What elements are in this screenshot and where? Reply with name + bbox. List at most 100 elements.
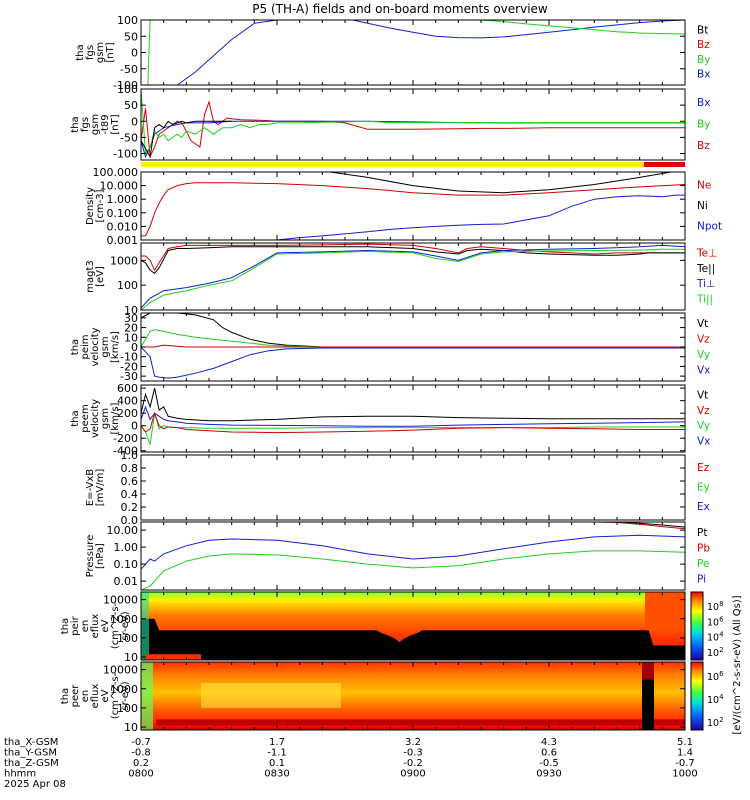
panel-fgs-dsl: 100 50 0 -50 -100 tha fgs gsm -t89 [nT] Bx By Bz xyxy=(70,83,710,161)
y-tick-label: 600 xyxy=(117,382,138,395)
y-axis-label: sr-eV) xyxy=(120,681,131,710)
y-tick-label: 0.4 xyxy=(121,488,139,501)
series-line-Vy xyxy=(141,328,685,348)
legend-entry-Vy: Vy xyxy=(697,420,710,432)
series-line-Ni xyxy=(326,172,675,194)
y-tick-label: 400 xyxy=(117,395,138,408)
legend-entry-Ti||: Ti|| xyxy=(696,293,713,305)
series-line-Pi xyxy=(141,534,685,570)
tick-base: 10 xyxy=(707,617,719,628)
x-axis-value: 1000 xyxy=(672,769,697,780)
x-axis-value: 0830 xyxy=(264,769,289,780)
legend-entry-Vx: Vx xyxy=(697,435,710,447)
y-tick-label: 0.010 xyxy=(107,220,139,233)
y-tick-label: 10000 xyxy=(103,594,138,607)
x-axis-value: -0.5 xyxy=(539,758,559,769)
y-axis-label: [nT] xyxy=(110,114,121,134)
legend-entry-Te||: Te|| xyxy=(696,263,715,275)
y-axis-label: [eV] xyxy=(95,266,106,287)
y-axis-label: en xyxy=(80,690,91,703)
colorbar-label: [eV/(cm^2-s-sr-eV) (All Qs)] xyxy=(732,595,743,734)
y-tick-label: 0.6 xyxy=(121,475,139,488)
y-tick-label: -400 xyxy=(113,445,138,458)
y-tick-label: 10.00 xyxy=(107,524,139,537)
y-axis-label: [nT] xyxy=(105,42,116,62)
y-axis-label: peim xyxy=(80,334,91,359)
status-bar xyxy=(141,162,685,167)
legend-entry-Pt: Pt xyxy=(697,527,707,539)
y-tick-label: 20 xyxy=(124,322,138,335)
y-tick-label: 100 xyxy=(117,279,138,292)
y-tick-label: 0 xyxy=(131,47,138,60)
x-axis-value: 1.4 xyxy=(677,748,693,759)
plot-title: P5 (TH-A) fields and on-board moments ov… xyxy=(252,2,548,16)
status-bar-quality xyxy=(141,162,644,167)
y-axis-label: tha xyxy=(70,410,81,426)
y-axis-label: -t89 xyxy=(100,114,111,134)
legend-entry-Ne: Ne xyxy=(697,179,711,191)
x-axis-value: 0900 xyxy=(400,769,425,780)
panel-fgs: 100 50 0 -50 -100 tha fgs gsm [nT] Bt Bz By Bx xyxy=(75,14,710,92)
heatmap-cells xyxy=(141,662,685,730)
y-tick-label: 10 xyxy=(124,721,138,734)
x-axis-value: 4.3 xyxy=(541,737,557,748)
colorbar-strip xyxy=(690,591,704,661)
series-line-By xyxy=(141,89,685,155)
x-axis-value: 3.2 xyxy=(405,737,421,748)
y-tick-label: 100.000 xyxy=(93,166,139,179)
x-axis-value: 0.1 xyxy=(269,758,285,769)
y-axis-label: gsm xyxy=(100,408,111,429)
series-line-Pe xyxy=(141,550,685,590)
x-axis-row-label: tha_Z-GSM xyxy=(4,758,59,769)
heatmap-cell xyxy=(141,592,149,660)
legend-entry-Pe: Pe xyxy=(697,558,709,570)
y-tick-label: -10 xyxy=(120,351,138,364)
series-group xyxy=(141,522,685,590)
panel-pressure: 10.00 1.00 0.10 0.01 Pressure [nPa] Pt Pb Pe Pi xyxy=(85,521,710,591)
y-axis-label: peem xyxy=(80,404,91,432)
y-tick-label: 100 xyxy=(117,632,138,645)
y-tick-label: 30 xyxy=(124,312,138,325)
y-tick-label: 0.8 xyxy=(121,462,139,475)
y-tick-label: -20 xyxy=(120,360,138,373)
legend-entry-Vx: Vx xyxy=(697,364,710,376)
series-line-Vz xyxy=(141,344,685,348)
series-line-black xyxy=(141,120,232,159)
y-tick-label: 10 xyxy=(124,331,138,344)
y-axis-label: [nPa] xyxy=(95,543,106,569)
y-tick-label: 0.100 xyxy=(107,207,139,220)
legend-entry-Vy: Vy xyxy=(697,349,710,361)
series-group xyxy=(141,172,685,240)
y-tick-label: 1.0 xyxy=(121,449,139,462)
series-group xyxy=(141,20,685,85)
x-axis-row-label: tha_Y-GSM xyxy=(4,748,57,759)
series-line-Te⊥ xyxy=(141,243,685,272)
series-group xyxy=(141,387,685,445)
legend-entry-Pi: Pi xyxy=(697,573,706,585)
status-bar-flag xyxy=(644,162,685,167)
y-axis-label: fgs xyxy=(85,45,96,60)
y-axis-label: (cm^2-s- xyxy=(110,672,121,719)
heatmap-cell xyxy=(201,682,341,708)
series-group xyxy=(141,243,685,310)
x-axis-value: -0.7 xyxy=(131,737,151,748)
series-line-Bx xyxy=(141,120,685,159)
series-group xyxy=(141,89,685,159)
y-tick-label: 1000 xyxy=(110,254,138,267)
x-axis-value: 0930 xyxy=(536,769,561,780)
x-axis-row-label: tha_X-GSM xyxy=(4,737,58,748)
legend-entry-By: By xyxy=(697,119,710,131)
y-axis-label: tha xyxy=(70,339,81,355)
legend-entry-Ex: Ex xyxy=(697,501,710,513)
legend-entry-Vz: Vz xyxy=(697,333,710,345)
y-axis-label: magt3 xyxy=(85,260,96,293)
y-axis-label: eV xyxy=(100,619,111,632)
y-axis-label: tha xyxy=(60,688,71,704)
legend-entry-Bz: Bz xyxy=(697,140,710,152)
panel-mom-temperature: 1000 100 10 magt3 [eV] Te⊥ Te|| Ti⊥ Ti|| xyxy=(85,242,717,317)
y-tick-label: 10 xyxy=(124,304,138,317)
